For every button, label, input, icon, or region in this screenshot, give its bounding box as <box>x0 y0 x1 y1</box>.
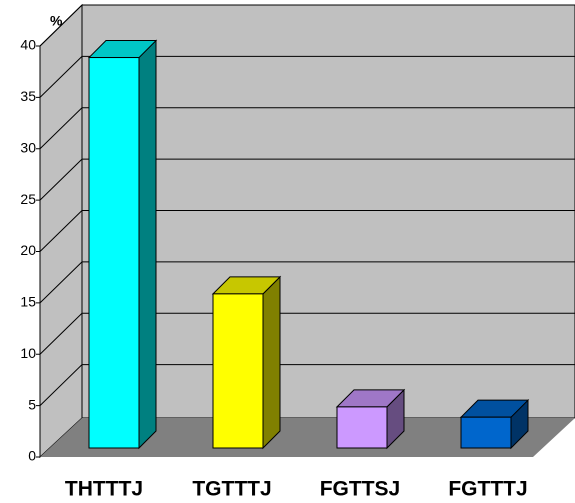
bar <box>212 293 264 449</box>
floor <box>40 418 575 457</box>
y-tick-label: 30 <box>20 139 36 155</box>
x-tick-label: TGTTTJ <box>192 478 271 501</box>
grid-line <box>39 312 83 355</box>
y-tick-label: 40 <box>20 37 36 53</box>
bar <box>88 57 140 449</box>
y-tick-label: 0 <box>28 448 36 464</box>
x-tick-label: FGTTTJ <box>448 478 527 501</box>
grid-line <box>39 4 83 47</box>
grid-line <box>39 364 83 406</box>
y-tick-label: 35 <box>20 88 36 104</box>
grid-line <box>39 261 83 304</box>
y-tick-label: 20 <box>20 242 36 258</box>
bar <box>336 406 388 449</box>
y-axis-label: % <box>50 13 63 29</box>
bar-side <box>138 39 157 450</box>
y-tick-label: 25 <box>20 191 36 207</box>
x-tick-label: THTTTJ <box>65 478 143 501</box>
bar <box>460 416 512 449</box>
y-tick-label: 15 <box>20 294 36 310</box>
x-tick-label: FGTTSJ <box>320 478 401 501</box>
grid-line <box>39 210 83 252</box>
grid-line <box>39 158 83 201</box>
grid-line <box>39 107 83 150</box>
y-tick-label: 10 <box>20 345 36 361</box>
bar-side <box>262 275 281 450</box>
grid-line <box>39 56 83 98</box>
y-tick-label: 5 <box>28 396 36 412</box>
